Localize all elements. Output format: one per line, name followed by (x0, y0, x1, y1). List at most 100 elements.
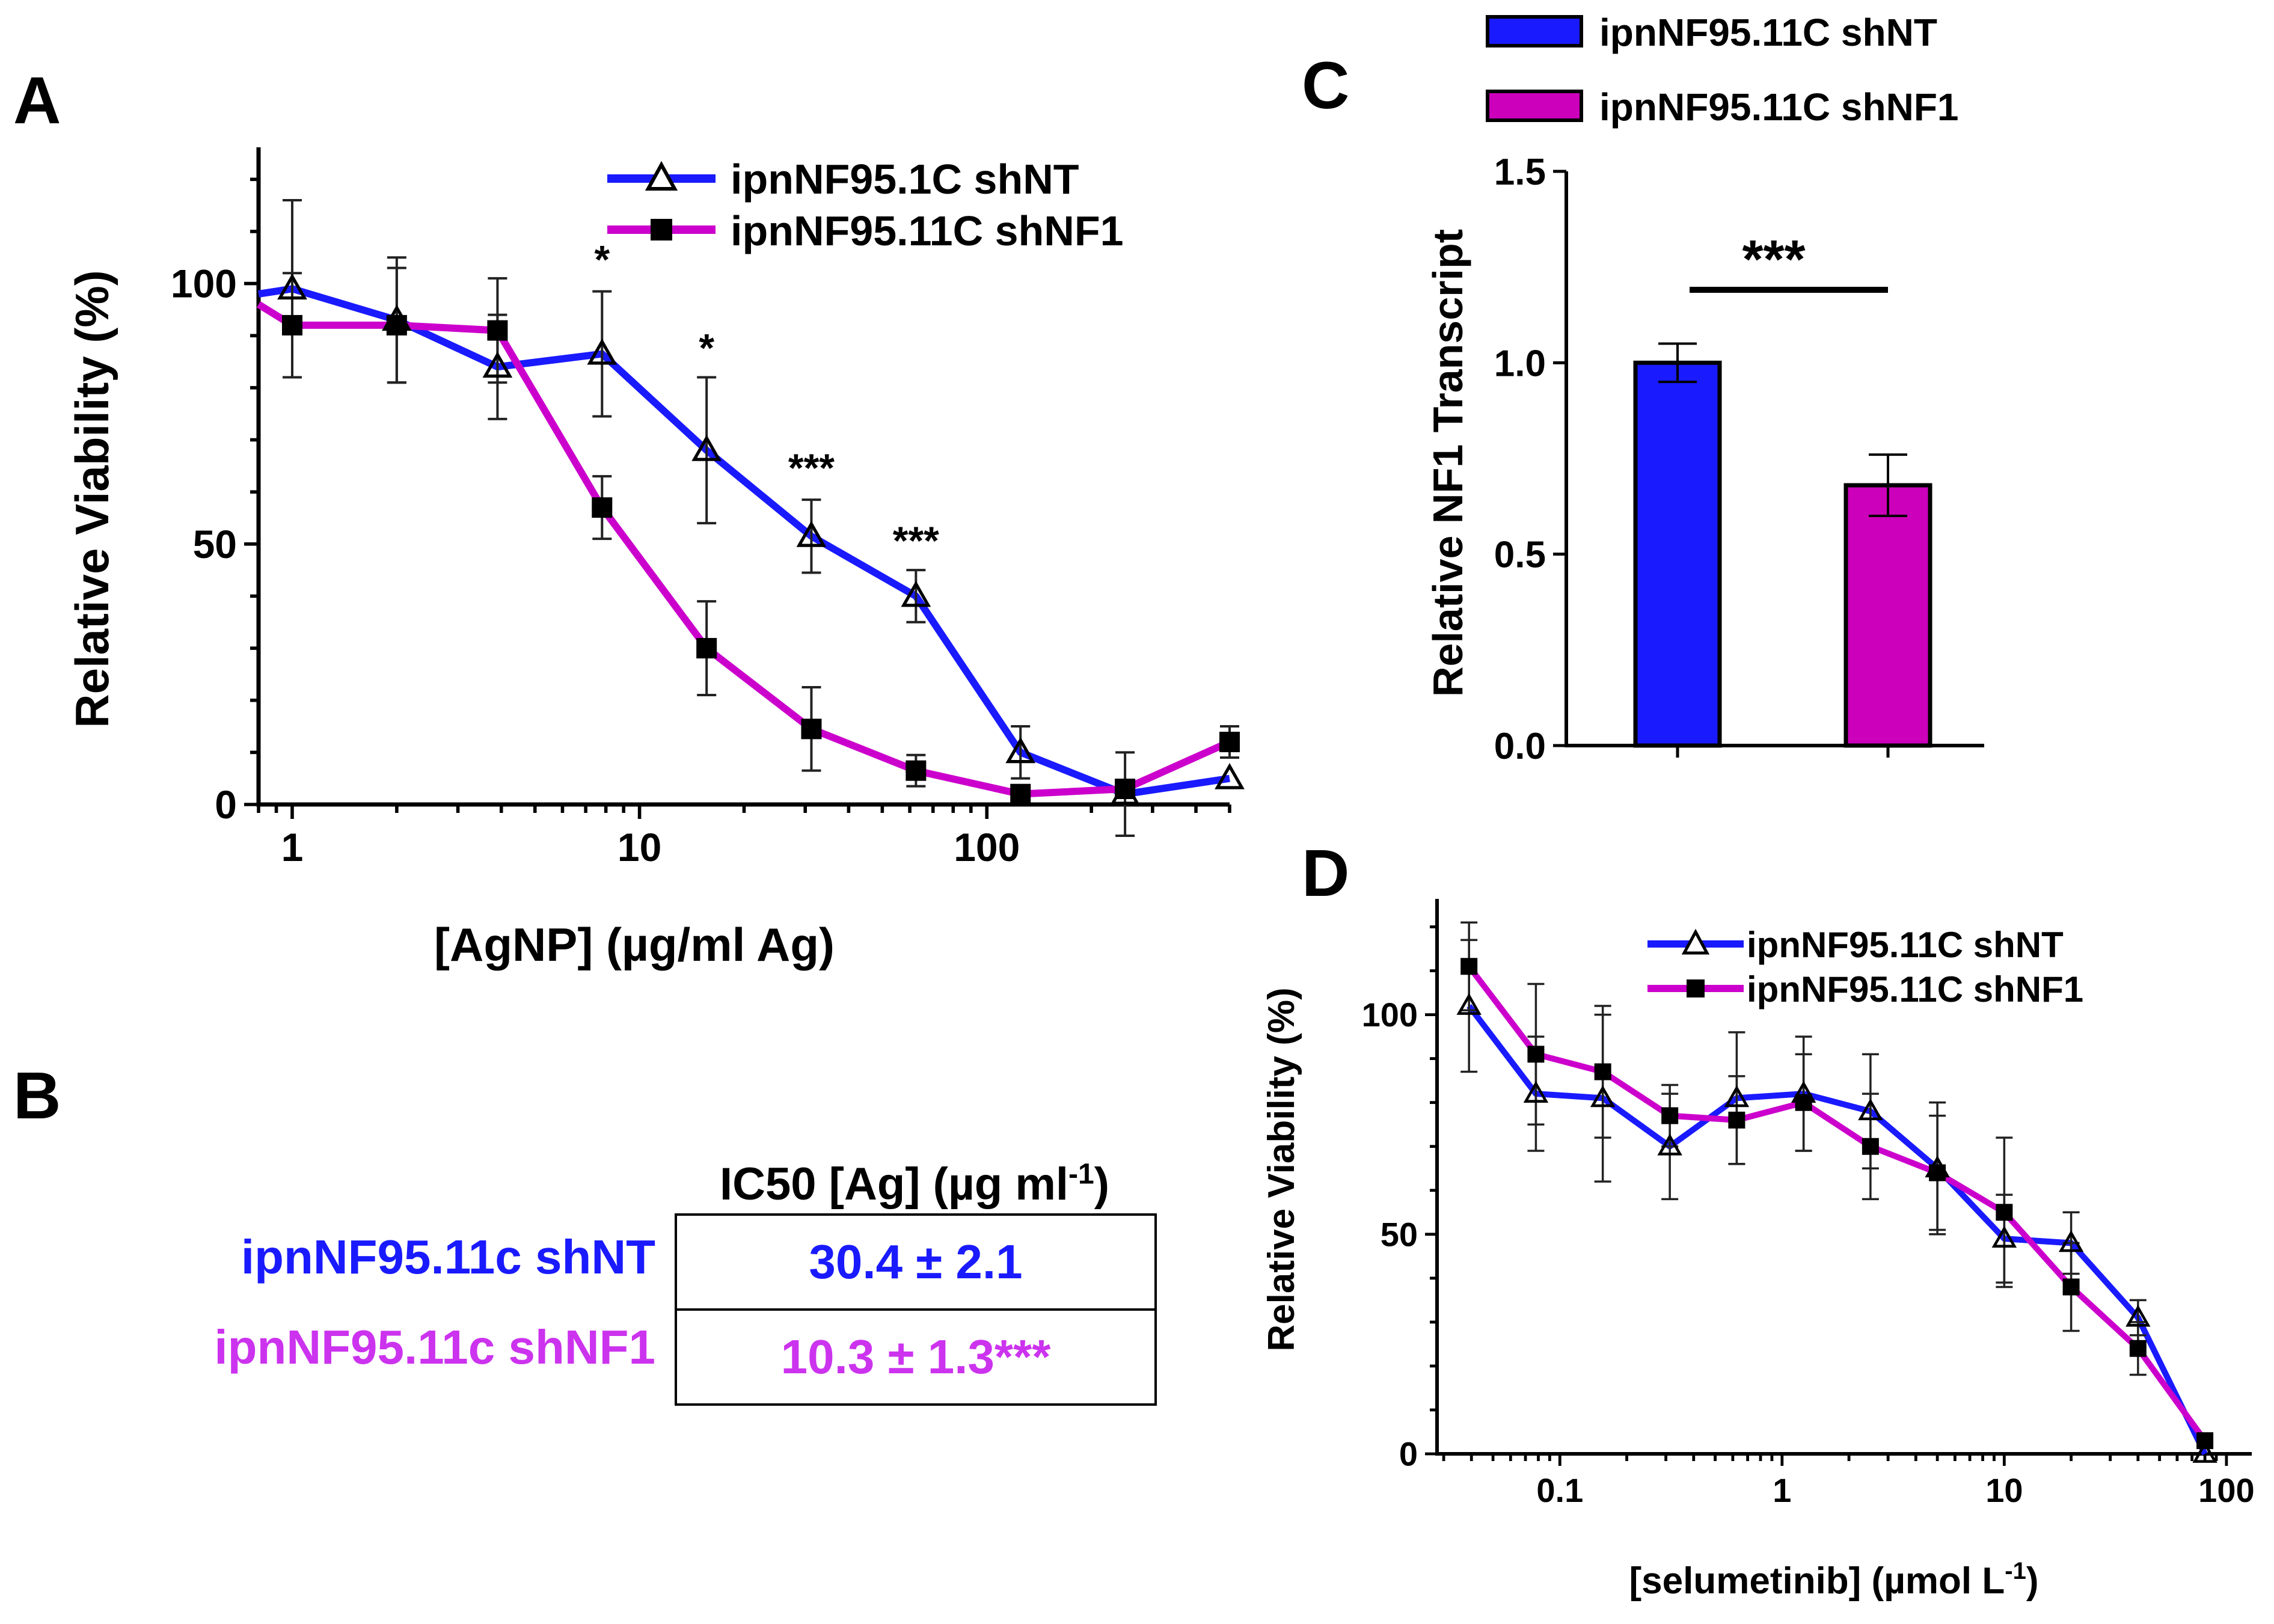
panel-label-b: B (13, 1059, 61, 1133)
x-tick-label: 10 (618, 825, 661, 869)
data-point-triangle (796, 521, 827, 547)
data-point-triangle (1991, 1225, 2017, 1248)
y-tick-label: 0.0 (1494, 726, 1546, 767)
x-tick-label: 100 (954, 825, 1020, 869)
x-tick-label: 10 (1985, 1471, 2023, 1509)
data-point-square (1795, 1094, 1812, 1111)
significance-annotation: *** (893, 518, 939, 563)
series-line-triangle (1466, 1004, 2208, 1456)
ic50-header-text: IC50 [Ag] (µg ml (719, 1159, 1069, 1210)
data-point-square (696, 638, 717, 659)
data-point-triangle (1858, 1098, 1883, 1121)
legend-a-shnf1-label: ipnNF95.11C shNF1 (731, 207, 1124, 254)
y-tick-label: 100 (1362, 996, 1418, 1034)
panel-label-d: D (1302, 836, 1349, 910)
y-tick-label: 1.0 (1494, 343, 1546, 384)
ic50-header-sup: -1 (1068, 1158, 1094, 1190)
data-point-triangle (2192, 1441, 2217, 1463)
data-point-square (1115, 779, 1136, 800)
panel-label-c: C (1302, 49, 1349, 123)
data-point-square (1661, 1107, 1679, 1124)
data-point-square (1527, 1046, 1545, 1063)
series-line-triangle (258, 285, 1230, 798)
data-point-square (1862, 1138, 1879, 1155)
x-tick-label: 1 (1773, 1471, 1791, 1509)
data-point-triangle (277, 273, 307, 300)
data-point-triangle (482, 351, 513, 378)
y-tick-label: 0 (215, 782, 237, 827)
panel-d-x-axis-label-close: ) (2026, 1560, 2039, 1602)
data-point-triangle (1523, 1080, 1549, 1103)
data-point-square (1929, 1164, 1946, 1181)
data-point-square (2129, 1340, 2147, 1357)
legend-d-triangle-icon (1681, 928, 1710, 955)
data-point-triangle (1005, 737, 1036, 764)
legend-c-shnf1-swatch (1486, 90, 1583, 122)
data-point-square (2062, 1278, 2080, 1296)
legend-c-shnf1-label: ipnNF95.11C shNF1 (1599, 85, 1959, 129)
bar-shnf1 (1843, 483, 1932, 748)
ic50-value-shnt: 30.4 ± 2.1 (677, 1216, 1154, 1311)
x-tick-label: 0.1 (1536, 1471, 1583, 1509)
panel-c-legend: ipnNF95.11C shNT ipnNF95.11C shNF1 (1486, 11, 1959, 129)
panel-c-significance: *** (1742, 230, 1805, 290)
panel-a-y-axis-label: Relative Viability (%) (66, 270, 118, 728)
significance-annotation: *** (788, 446, 835, 490)
legend-d-shnf1-label: ipnNF95.11C shNF1 (1747, 969, 2083, 1010)
panel-d-legend: ipnNF95.11C shNT ipnNF95.11C shNF1 (1647, 925, 2083, 1010)
data-point-triangle (1590, 1085, 1616, 1108)
bar-shnt (1633, 360, 1722, 748)
panel-label-a: A (13, 64, 61, 138)
panel-d-y-axis-label: Relative Viability (%) (1261, 987, 1302, 1351)
legend-d-square-icon (1687, 979, 1705, 997)
data-point-square (801, 719, 822, 740)
ic50-value-shnf1: 10.3 ± 1.3*** (780, 1330, 1051, 1383)
ic50-row-label-shnt: ipnNF95.11c shNT (241, 1230, 655, 1284)
x-tick-label: 100 (2198, 1471, 2254, 1509)
x-tick-label: 1 (281, 825, 304, 869)
data-point-triangle (1215, 763, 1245, 789)
panel-a-x-axis-label: [AgNP] (µg/ml Ag) (434, 918, 835, 971)
data-point-square (1728, 1111, 1745, 1129)
data-point-triangle (691, 435, 722, 461)
panel-d-chart: Relative Viability (%) [selumetinib] (µm… (1261, 899, 2255, 1602)
data-point-square (1996, 1204, 2013, 1221)
y-tick-label: 0 (1399, 1435, 1418, 1473)
y-tick-label: 0.5 (1494, 535, 1546, 576)
data-point-square (487, 320, 508, 341)
data-point-square (386, 314, 407, 336)
legend-a-square-icon (651, 219, 672, 241)
data-point-triangle (1456, 993, 1482, 1015)
data-point-triangle (901, 580, 931, 607)
data-point-square (2196, 1432, 2214, 1450)
data-point-square (906, 760, 927, 781)
panel-d-x-axis-label: [selumetinib] (µmol L-1) (1629, 1558, 2039, 1602)
legend-a-shnt-label: ipnNF95.1C shNT (731, 156, 1079, 203)
y-tick-label: 50 (193, 522, 237, 566)
data-point-square (1594, 1063, 1611, 1080)
data-point-square (592, 497, 613, 518)
significance-annotation: * (699, 326, 714, 370)
data-point-triangle (1724, 1085, 1750, 1108)
y-tick-label: 50 (1381, 1215, 1418, 1253)
data-point-triangle (1657, 1133, 1682, 1156)
panel-d-x-axis-label-sup: -1 (2005, 1558, 2026, 1584)
ic50-row-label-shnf1: ipnNF95.11c shNF1 (214, 1320, 655, 1374)
data-point-square (1010, 783, 1031, 804)
ic50-table: 30.4 ± 2.1 10.3 ± 1.3*** (675, 1213, 1157, 1406)
series-line-square (256, 301, 1231, 798)
ic50-header-close: ) (1094, 1159, 1110, 1210)
data-point-triangle (2058, 1230, 2084, 1252)
legend-d-shnt-label: ipnNF95.11C shNT (1747, 925, 2064, 965)
panel-a-legend: ipnNF95.1C shNT ipnNF95.11C shNF1 (607, 156, 1124, 254)
data-point-square (1460, 958, 1478, 975)
data-point-triangle (2125, 1305, 2151, 1327)
panel-c-chart: Relative NF1 Transcript 0.0 0.5 1.0 1.5 ipn… (1424, 11, 1984, 767)
data-point-triangle (587, 338, 618, 365)
data-point-square (1219, 732, 1240, 753)
series-line-square (1466, 964, 2208, 1443)
legend-c-shnt-swatch (1486, 15, 1583, 47)
y-tick-label: 1.5 (1494, 152, 1546, 193)
legend-a-triangle-icon (645, 161, 678, 191)
